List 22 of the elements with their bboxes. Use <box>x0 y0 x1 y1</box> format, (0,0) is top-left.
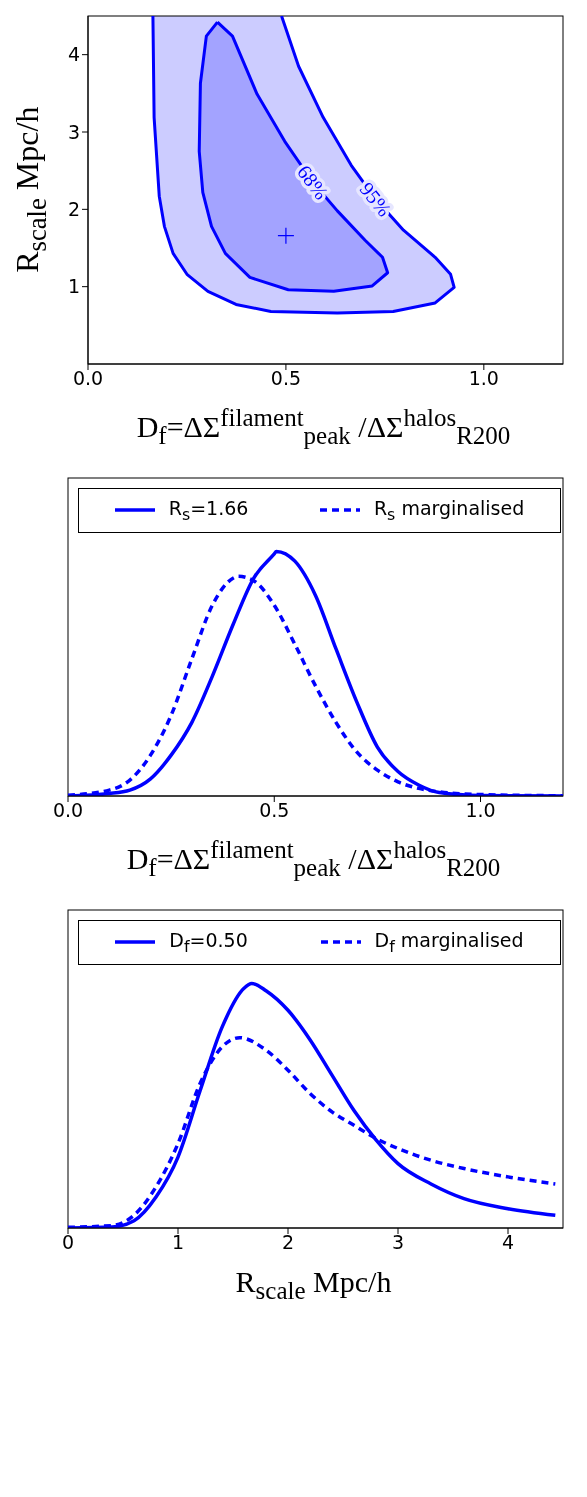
x-tick-label: 0.0 <box>72 367 104 390</box>
x-tick-label: 4 <box>501 1231 515 1254</box>
x-tick-label: 1.0 <box>468 367 499 390</box>
y-tick-label: 4 <box>67 43 80 66</box>
legend-label: R$_{s}$=1.66 <box>168 497 249 524</box>
legend-label: R$_{s}$ marginalised <box>373 497 525 524</box>
y-tick-label: 2 <box>67 198 80 221</box>
x-tick-label: 2 <box>281 1231 295 1254</box>
text: 95% <box>355 178 396 221</box>
legend-label: D$_{f}$ marginalised <box>374 929 524 956</box>
y-tick-label: 3 <box>67 120 80 143</box>
x-tick-label: 0.0 <box>52 799 84 822</box>
x-tick-label: 3 <box>391 1231 405 1254</box>
legend-label: D$_{f}$=0.50 <box>169 929 248 956</box>
x-tick-label: 1.0 <box>465 799 496 822</box>
x-tick-label: 0.5 <box>259 799 290 822</box>
x-tick-label: 0.5 <box>270 367 302 390</box>
x-tick-label: 1 <box>171 1231 185 1254</box>
x-tick-label: 0 <box>61 1231 75 1254</box>
text: 68% <box>293 161 333 204</box>
x-axis-title: R$_{scale}$ Mpc/h <box>234 1264 393 1306</box>
y-tick-label: 1 <box>67 275 80 298</box>
